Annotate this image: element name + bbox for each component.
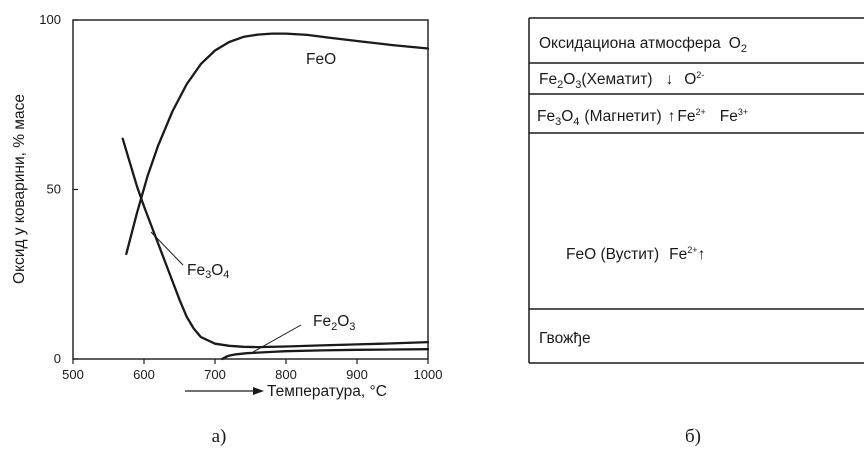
leader-fe2o3 [252,324,302,353]
fe2o3-o: O [337,313,349,330]
x-axis-arrow-head [253,387,264,395]
layer-hematite: Fe2O3(Хематит) ↓ O2- [539,70,704,91]
data-curves [121,32,430,361]
atmosphere-o-sub: 2 [741,43,747,55]
x-tick-label-900: 900 [346,367,368,382]
y-axis-label: Оксид у коварини, % масе [11,94,28,284]
hematite-fe-sub: 2 [557,79,563,91]
leader-fe3o4 [150,231,184,266]
plot-frame [72,19,429,360]
hematite-o-sub: 3 [575,79,581,91]
magnetite-fe-sub: 3 [555,116,561,128]
fe3o4-o: O [211,262,223,279]
y-tick-label-50: 50 [47,182,61,197]
x-tick-label-600: 600 [133,367,155,382]
hematite-o: O [563,71,575,88]
caption-b: б) [685,426,701,447]
x-tick-label-800: 800 [275,367,297,382]
x-tick-label-700: 700 [204,367,226,382]
magnetite-ion2: Fe [720,108,738,125]
layer-atmosphere: Оксидациона атмосфера O2 [539,35,747,55]
caption-a: а) [212,426,227,447]
hematite-ion: O [684,71,696,88]
magnetite-ion1-sup: 2+ [695,107,705,117]
hematite-name: (Хематит) [581,71,652,88]
tick-labels: 500 600 700 800 900 1000 0 50 100 [39,12,442,382]
wustite-text: FeO (Вустит) [566,246,659,263]
layer-wustite: FeO (Вустит) Fe2+↑ [566,245,705,263]
y-tick-label-100: 100 [39,12,61,27]
fe2o3-fe: Fe [313,313,331,330]
fe2o3-sub2: 2 [331,321,337,333]
tick-marks [72,19,429,364]
label-fe3o4: Fe3O4 [187,262,229,281]
wustite-ion: Fe [669,246,687,263]
fe2o3-sub3: 3 [349,321,355,333]
x-tick-label-1000: 1000 [414,367,443,382]
layer-diagram: Оксидациона атмосфера O2 Fe2O3(Хематит) ↓ O… [528,17,864,447]
magnetite-o: O [561,108,573,125]
x-tick-label-500: 500 [62,367,84,382]
magnetite-ion1: Fe [677,108,695,125]
series-line-feo [125,32,430,256]
fe3o4-sub3: 3 [205,269,211,281]
layer-magnetite: Fe3O4 (Магнетит) ↑ Fe2+ Fe3+ [537,107,748,128]
hematite-fe: Fe [539,71,557,88]
wustite-arrow: ↑ [697,246,705,263]
y-tick-label-0: 0 [54,351,61,366]
atmosphere-text: Оксидациона атмосфера [539,35,721,52]
layer-iron: Гвожђе [539,330,591,347]
label-fe2o3: Fe2O3 [313,313,355,333]
series-line-fe3o4 [121,137,430,349]
magnetite-arrow: ↑ [668,108,676,125]
chart-panel: 500 600 700 800 900 1000 0 50 100 Оксид у ковари… [11,12,442,447]
fe3o4-fe: Fe [187,262,205,279]
magnetite-name: (Магнетит) [584,108,661,125]
fe3o4-sub4: 4 [223,269,229,281]
hematite-ion-sup: 2- [696,70,704,80]
label-feo: FeO [306,51,336,68]
atmosphere-o: O [729,35,741,52]
hematite-arrow: ↓ [665,71,673,88]
magnetite-ion2-sup: 3+ [738,107,748,117]
magnetite-o-sub: 4 [573,116,579,128]
wustite-ion-sup: 2+ [687,245,697,255]
magnetite-fe: Fe [537,108,555,125]
x-axis-label: Температура, °C [267,383,387,400]
series-line-fe2o3 [220,348,430,361]
